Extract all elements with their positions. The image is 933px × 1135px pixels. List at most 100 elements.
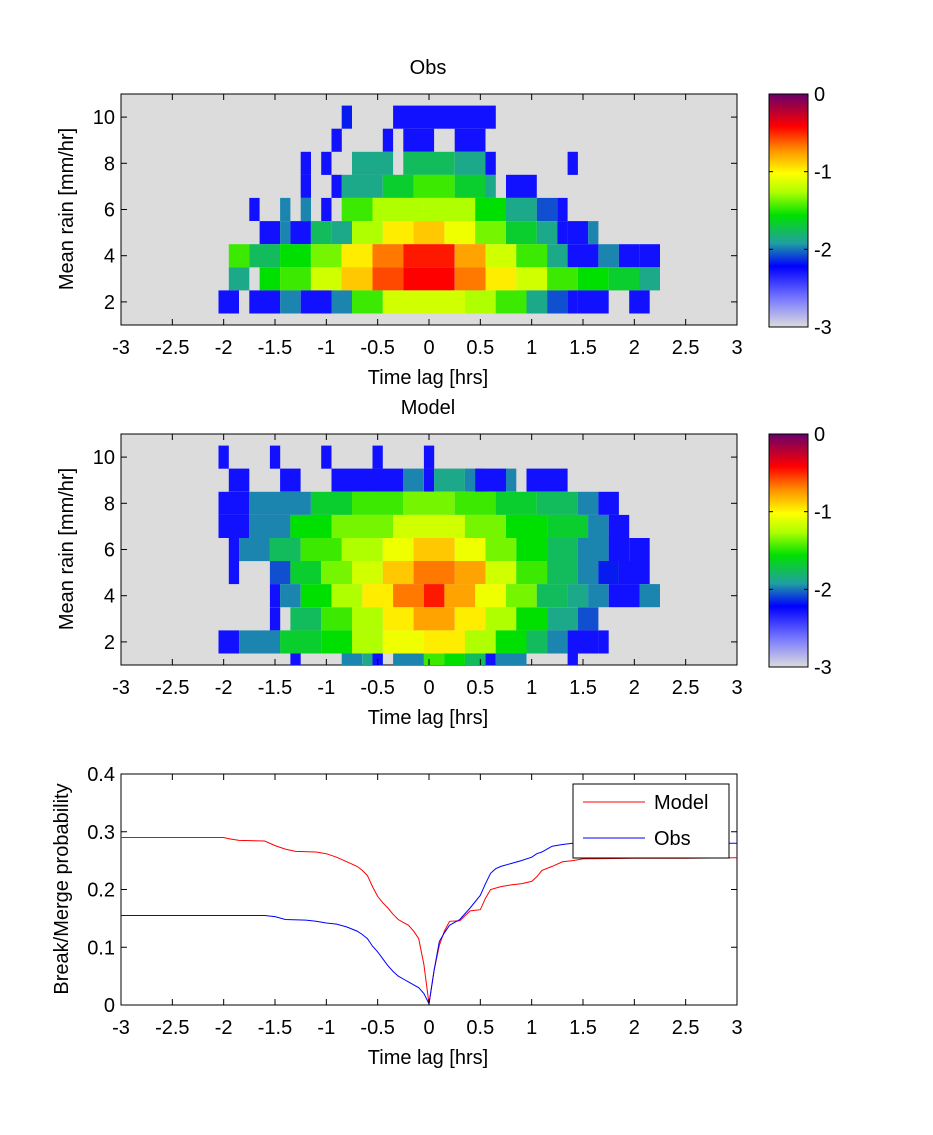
heatmap-cell bbox=[536, 197, 558, 221]
heatmap-cell bbox=[598, 561, 619, 585]
heatmap-cell bbox=[249, 290, 281, 314]
heatmap-cell bbox=[547, 267, 578, 291]
heatmap-cell bbox=[423, 290, 465, 314]
y-tick-label: 4 bbox=[104, 586, 115, 608]
heatmap-cell bbox=[300, 538, 342, 562]
heatmap-cell bbox=[331, 584, 363, 608]
colorbar-tick-label: -2 bbox=[814, 579, 832, 601]
heatmap-cell bbox=[495, 290, 527, 314]
heatmap-cell bbox=[218, 514, 250, 538]
y-tick-label: 0.3 bbox=[87, 822, 115, 844]
panel-obs: Obs -3 -2.5 -2 -1.5 -1 -0.5 0 0.5 1 1.5 2 2.5 3 2 4 6 8… bbox=[56, 57, 832, 389]
colorbar-gradient-model bbox=[768, 433, 809, 668]
heatmap-cell bbox=[526, 630, 547, 654]
heatmap-cell bbox=[321, 630, 352, 654]
heatmap-cell bbox=[577, 290, 609, 314]
heatmap-cell bbox=[310, 221, 332, 245]
heatmap-cell bbox=[526, 290, 547, 314]
y-tick-label: 10 bbox=[93, 107, 115, 129]
heatmap-cell bbox=[423, 468, 435, 492]
heatmap-cell bbox=[557, 197, 568, 221]
x-tick-label: 2.5 bbox=[672, 1017, 700, 1039]
heatmap-cell bbox=[547, 607, 578, 631]
heatmap-cell bbox=[495, 630, 527, 654]
heatmap-cell bbox=[413, 561, 455, 585]
x-tick-label: -0.5 bbox=[360, 677, 394, 699]
x-tick-label: -2.5 bbox=[155, 1017, 189, 1039]
heatmap-cell bbox=[423, 445, 435, 469]
colorbar-obs: 0 -1 -2 -3 bbox=[768, 84, 832, 339]
heatmap-cell bbox=[547, 630, 568, 654]
heatmap-cell bbox=[577, 561, 599, 585]
x-tick-label: 1 bbox=[526, 337, 537, 359]
y-tick-label: 4 bbox=[104, 246, 115, 268]
heatmap-cell bbox=[341, 538, 383, 562]
heatmap-cell bbox=[269, 561, 291, 585]
panel-line: -3 -2.5 -2 -1.5 -1 -0.5 0 0.5 1 1.5 2 2.5 3 00.10.20… bbox=[51, 764, 743, 1069]
heatmap-cell bbox=[475, 468, 506, 492]
heatmap-cell bbox=[249, 197, 260, 221]
colorbar-tick-label: 0 bbox=[814, 84, 825, 106]
y-tick-labels-obs: 2 4 6 8 10 bbox=[93, 107, 737, 314]
heatmap-cell bbox=[321, 561, 352, 585]
heatmap-cell bbox=[464, 653, 486, 665]
y-tick-label: 0.4 bbox=[87, 764, 115, 786]
y-axis-label-line: Break/Merge probability bbox=[51, 783, 73, 994]
heatmap-cell bbox=[403, 267, 455, 291]
y-tick-label: 0.1 bbox=[87, 937, 115, 959]
x-tick-label: 0 bbox=[423, 1017, 434, 1039]
series-line-obs bbox=[121, 842, 737, 1006]
heatmap-cell bbox=[485, 267, 517, 291]
heatmap-cell bbox=[300, 290, 332, 314]
heatmap-cell bbox=[516, 538, 548, 562]
heatmap-cell bbox=[362, 584, 394, 608]
heatmap-cell bbox=[259, 267, 281, 291]
x-tick-label: -2.5 bbox=[155, 337, 189, 359]
heatmap-cell bbox=[516, 267, 548, 291]
heatmap-cell bbox=[228, 267, 250, 291]
x-tick-label: -2 bbox=[215, 1017, 233, 1039]
y-tick-label: 0 bbox=[104, 995, 115, 1017]
legend: Model Obs bbox=[572, 783, 730, 859]
heatmap-cell bbox=[352, 607, 383, 631]
x-tick-label: 0.5 bbox=[466, 677, 494, 699]
colorbar-tick-labels-obs: 0 -1 -2 -3 bbox=[769, 84, 832, 339]
heatmap-cell bbox=[403, 244, 455, 268]
y-tick-label: 6 bbox=[104, 540, 115, 562]
heatmap-cell bbox=[393, 514, 465, 538]
heatmap-cell bbox=[372, 244, 404, 268]
heatmap-cell bbox=[506, 174, 537, 198]
heatmap-cell bbox=[382, 128, 394, 152]
heatmap-cell bbox=[372, 445, 383, 469]
colorbar-tick-label: -2 bbox=[814, 239, 832, 261]
heatmap-cell bbox=[218, 630, 239, 654]
heatmap-cell bbox=[536, 584, 568, 608]
x-tick-label: 1.5 bbox=[569, 1017, 597, 1039]
heatmap-cell bbox=[280, 197, 291, 221]
x-tick-label: 2 bbox=[629, 1017, 640, 1039]
heatmap-cell bbox=[444, 653, 465, 665]
heatmap-cell bbox=[403, 491, 455, 515]
legend-box bbox=[572, 783, 730, 859]
heatmap-cell bbox=[403, 128, 435, 152]
heatmap-cell bbox=[618, 561, 650, 585]
x-axis-label-obs: Time lag [hrs] bbox=[368, 367, 488, 389]
legend-label-obs: Obs bbox=[654, 828, 691, 850]
heatmap-cell bbox=[352, 290, 383, 314]
x-tick-label: -1.5 bbox=[258, 337, 292, 359]
x-tick-label: -1 bbox=[317, 337, 335, 359]
heatmap-cell bbox=[454, 267, 486, 291]
heatmap-cell bbox=[280, 290, 301, 314]
heatmap-cell bbox=[413, 607, 455, 631]
heatmap-cell bbox=[608, 267, 640, 291]
colorbar-model: 0 -1 -2 -3 bbox=[768, 424, 832, 679]
heatmap-cell bbox=[464, 514, 506, 538]
heatmap-cell bbox=[423, 630, 465, 654]
heatmap-cell bbox=[536, 221, 558, 245]
heatmap-cell bbox=[352, 221, 383, 245]
heatmap-cell bbox=[485, 561, 517, 585]
heatmap-cell bbox=[577, 607, 599, 631]
heatmap-cell bbox=[331, 174, 342, 198]
heatmap-cell bbox=[567, 290, 578, 314]
